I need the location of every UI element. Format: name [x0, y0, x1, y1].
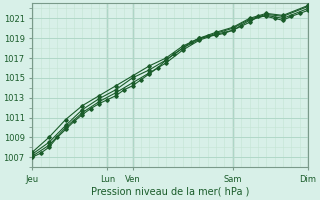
X-axis label: Pression niveau de la mer( hPa ): Pression niveau de la mer( hPa )	[91, 187, 249, 197]
